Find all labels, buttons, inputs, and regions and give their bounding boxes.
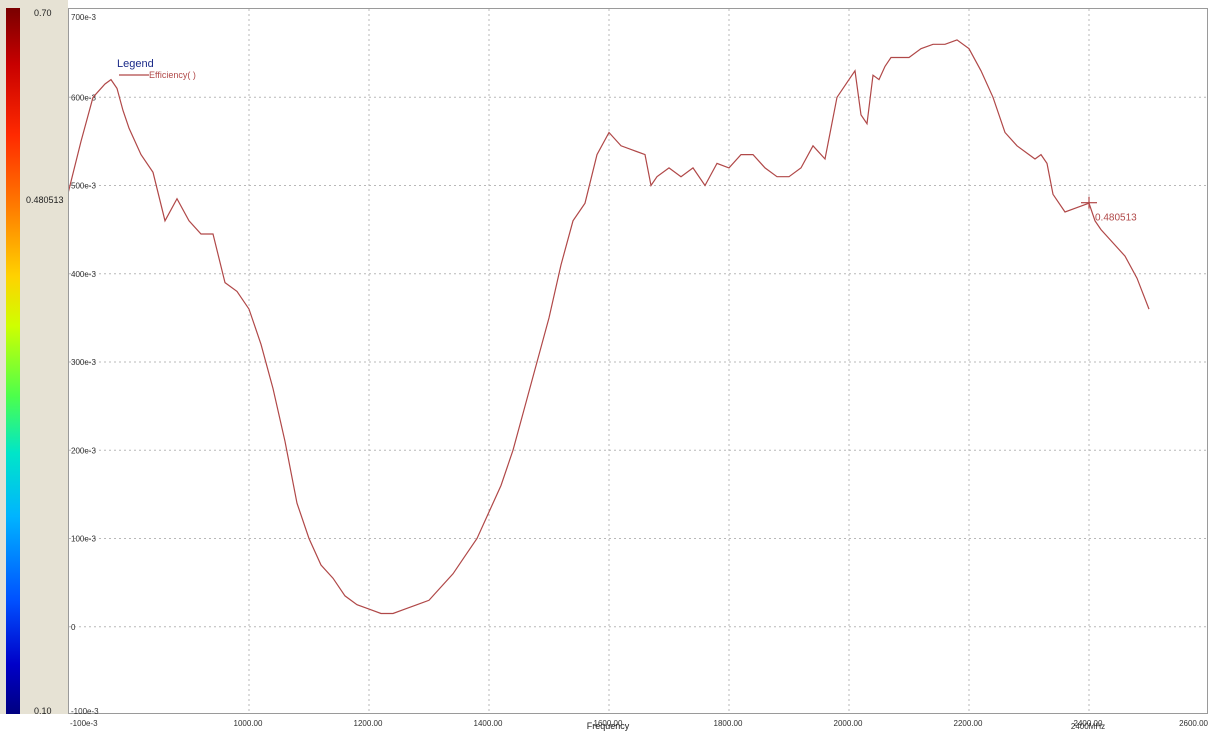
grid — [69, 9, 1209, 715]
x-tick-label: 1200.00 — [354, 719, 383, 728]
legend-title: Legend — [117, 58, 154, 70]
x-tick-label: 1800.00 — [714, 719, 743, 728]
y-tick-label: -100e-3 — [71, 707, 99, 715]
colorbar-panel: 0.70 0.480513 0.10 — [0, 0, 68, 732]
x-tick-label: 2600.00 — [1179, 719, 1208, 728]
axis-origin-label: -100e-3 — [70, 719, 98, 728]
colorbar-bottom-label: 0.10 — [34, 706, 52, 716]
y-tick-label: 0 — [71, 623, 76, 632]
x-axis: -100e-3 1000.00 1200.00 1400.00 1600.00 1800.… — [70, 719, 1209, 731]
y-tick-label: 500e-3 — [71, 182, 96, 191]
y-tick-label: 300e-3 — [71, 358, 96, 367]
y-tick-label: 200e-3 — [71, 446, 96, 455]
x-axis-title: Frequency — [587, 721, 630, 731]
y-tick-label: 700e-3 — [71, 13, 96, 22]
marker-value-label[interactable]: 0.480513 — [1095, 213, 1137, 224]
x-tick-label: 2000.00 — [834, 719, 863, 728]
series-layer — [69, 39, 1150, 615]
y-tick-label: 600e-3 — [71, 93, 96, 102]
x-tick-label: 1400.00 — [474, 719, 503, 728]
y-tick-label: 100e-3 — [71, 535, 96, 544]
chart-area: -100e-3 0 100e-3 200e-3 300e-3 400e-3 500e-3 60… — [68, 8, 1209, 715]
marker-frequency-label: 2400MHz — [1071, 722, 1105, 731]
x-tick-label: 2200.00 — [954, 719, 983, 728]
colorbar-gradient — [6, 8, 20, 714]
x-tick-label: 1000.00 — [234, 719, 263, 728]
legend-entry-efficiency: Efficiency( ) — [149, 70, 196, 80]
marker-layer: 0.480513 — [1081, 196, 1137, 224]
colorbar-marker-label: 0.480513 — [26, 195, 64, 205]
colorbar-top-label: 0.70 — [34, 8, 52, 18]
x-tick-label: 1600.00 — [594, 719, 623, 728]
y-axis-ticks: -100e-3 0 100e-3 200e-3 300e-3 400e-3 500e-3 60… — [71, 13, 99, 715]
y-tick-label: 400e-3 — [71, 270, 96, 279]
x-axis-strip: -100e-3 1000.00 1200.00 1400.00 1600.00 1800.… — [0, 714, 1214, 732]
x-tick-label: 2400.00 — [1074, 719, 1103, 728]
efficiency-chart: -100e-3 0 100e-3 200e-3 300e-3 400e-3 500e-3 60… — [69, 9, 1209, 715]
series-line-efficiency — [69, 39, 1150, 615]
